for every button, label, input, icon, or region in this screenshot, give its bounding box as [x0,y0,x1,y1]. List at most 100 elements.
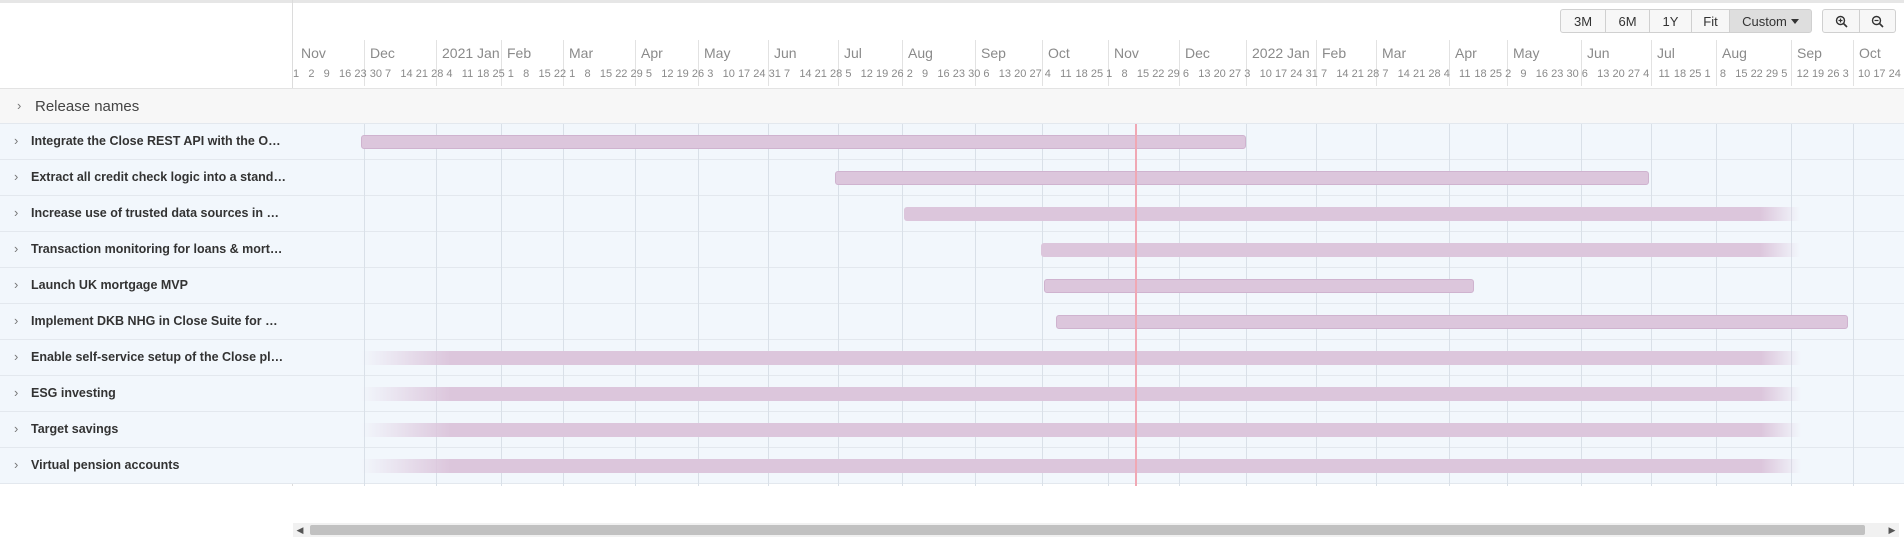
release-bar[interactable] [361,135,1246,149]
chevron-right-icon[interactable]: › [14,133,19,148]
month-divider [1179,40,1180,86]
day-label: 31 [768,68,781,80]
day-label: 18 [1474,68,1487,80]
day-label: 6 [1182,68,1189,80]
release-bar[interactable] [835,171,1649,185]
release-names-header-row[interactable]: › Release names [0,88,1904,124]
day-label: 25 [1489,68,1502,80]
month-label: Jul [844,45,862,61]
timeline-axis: Nov Dec 2021 Jan Feb Mar Apr May Jun Jul Aug Sep Oc… [293,40,1904,86]
month-label: Feb [1322,45,1347,61]
day-label: 14 [1397,68,1410,80]
chevron-right-icon[interactable]: › [14,313,19,328]
month-label: Sep [1797,45,1822,61]
day-label: 25 [492,68,505,80]
scrollbar-thumb[interactable] [310,525,1865,535]
month-label: 2021 Jan [442,45,500,61]
scroll-left-arrow-icon[interactable]: ◀ [296,525,304,535]
day-label: 9 [922,68,929,80]
month-divider [563,40,564,86]
day-label: 28 [431,68,444,80]
day-label: 6 [1581,68,1588,80]
chevron-right-icon[interactable]: › [14,457,19,472]
chevron-right-icon[interactable]: › [14,205,19,220]
range-custom-dropdown[interactable]: Custom [1729,9,1812,33]
release-bar[interactable] [361,459,1801,473]
day-label: 3 [1842,68,1849,80]
chevron-right-icon[interactable]: › [14,277,19,292]
zoom-out-icon [1871,15,1884,28]
day-label: 11 [461,68,474,80]
release-bar[interactable] [361,387,1801,401]
day-label: 29 [1167,68,1180,80]
month-divider [1042,40,1043,86]
month-divider [501,40,502,86]
month-divider [1791,40,1792,86]
day-label: 23 [354,68,367,80]
scroll-right-arrow-icon[interactable]: ▶ [1888,525,1896,535]
month-label: Aug [1722,45,1747,61]
release-name: Virtual pension accounts [31,458,180,472]
day-label: 16 [339,68,352,80]
day-label: 6 [983,68,990,80]
month-label: Mar [569,45,594,61]
release-name: Integrate the Close REST API with the Oh… [31,134,286,148]
day-label: 11 [1060,68,1072,80]
month-label: Apr [641,45,663,61]
range-1y-button[interactable]: 1Y [1649,9,1692,33]
horizontal-scrollbar[interactable]: ◀ ▶ [293,523,1899,537]
zoom-in-button[interactable] [1822,9,1860,33]
chevron-right-icon[interactable]: › [14,169,19,184]
day-label: 14 [1336,68,1349,80]
time-range-toolbar: 3M 6M 1Y Fit Custom [1560,9,1812,33]
day-label: 21 [415,68,428,80]
release-name: ESG investing [31,386,116,400]
month-label: Aug [908,45,933,61]
release-bar[interactable] [361,351,1801,365]
month-label: May [1513,45,1540,61]
release-bar[interactable] [1044,279,1474,293]
release-names-header: Release names [35,98,140,115]
chevron-right-icon[interactable]: › [17,98,22,113]
day-label: 30 [369,68,382,80]
day-label: 13 [1597,68,1610,80]
day-label: 7 [783,68,791,80]
month-label: Mar [1382,45,1407,61]
release-bar[interactable] [361,423,1801,437]
day-label: 16 [937,68,950,80]
release-name: Target savings [31,422,119,436]
day-label: 1 [569,68,576,80]
release-bar[interactable] [1056,315,1848,329]
zoom-in-icon [1835,15,1848,28]
day-label: 19 [1811,68,1825,80]
day-label: 3 [1244,68,1251,80]
day-label: 20 [1014,68,1027,80]
chevron-right-icon[interactable]: › [14,421,19,436]
month-divider [902,40,903,86]
day-label: 10 [1259,68,1272,80]
chevron-right-icon[interactable]: › [14,385,19,400]
chevron-right-icon[interactable]: › [14,349,19,364]
day-label: 5 [845,68,852,80]
chevron-right-icon[interactable]: › [14,241,19,256]
day-label: 7 [1382,68,1389,80]
day-label: 13 [998,68,1012,80]
month-divider [436,40,437,86]
day-label: 7 [385,68,392,80]
month-divider [1449,40,1450,86]
day-label: 30 [1566,68,1579,80]
day-label: 22 [615,68,628,80]
range-6m-button[interactable]: 6M [1605,9,1650,33]
day-label: 29 [630,68,643,80]
range-3m-button[interactable]: 3M [1560,9,1606,33]
day-label: 21 [1351,68,1364,80]
range-fit-button[interactable]: Fit [1691,9,1730,33]
day-label: 13 [1198,68,1211,80]
day-label: 11 [1459,68,1471,80]
release-row[interactable]: › Launch UK mortgage MVP [0,268,1904,304]
day-label: 3 [707,68,714,80]
month-divider [768,40,769,86]
zoom-out-button[interactable] [1859,9,1896,33]
release-bar[interactable] [904,207,1800,221]
release-bar[interactable] [1041,243,1800,257]
